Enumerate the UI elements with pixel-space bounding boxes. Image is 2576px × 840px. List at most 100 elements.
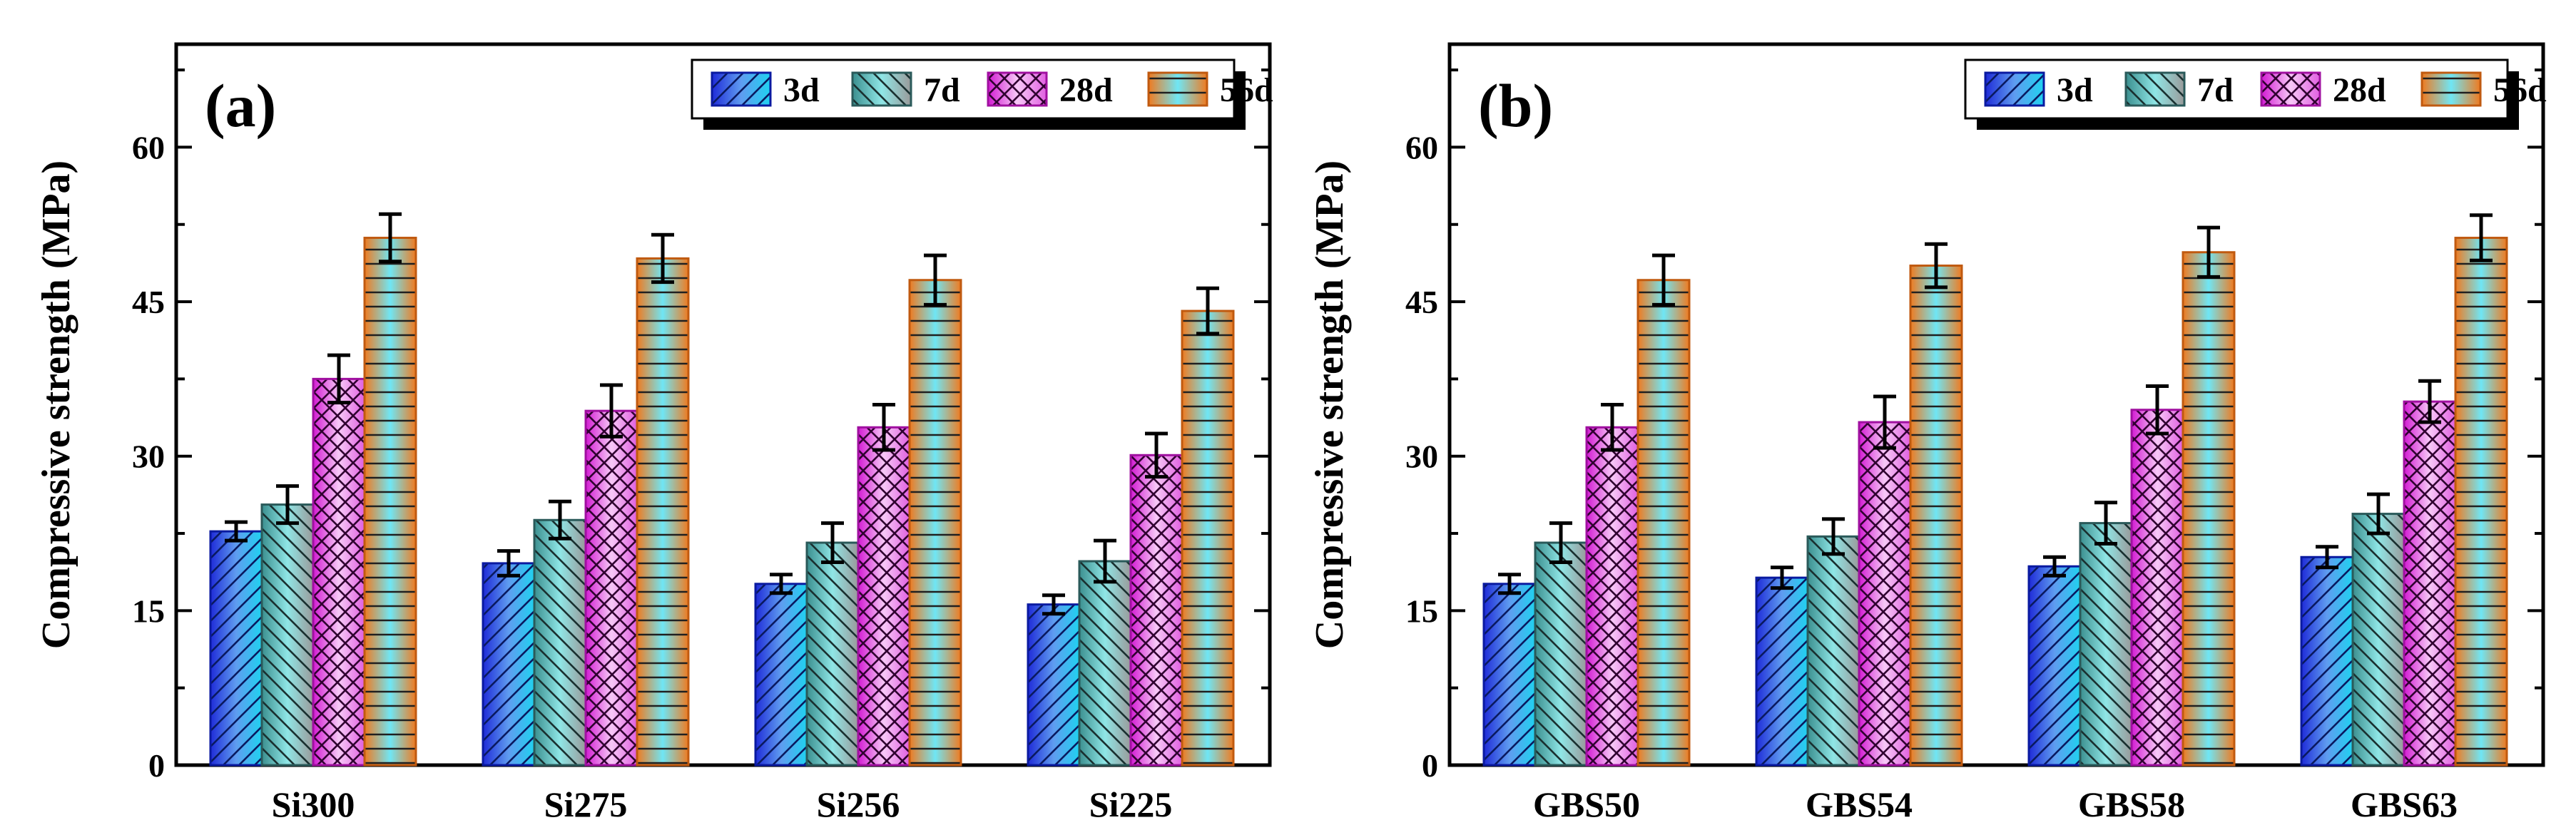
bar-hatch-3d-Si300 [209, 530, 263, 767]
y-tick-label: 30 [1405, 439, 1438, 475]
y-tick-label: 60 [132, 129, 165, 165]
bar-hatch-7d-Si300 [260, 503, 315, 767]
bar-hatch-56d-Si275 [636, 257, 690, 767]
y-tick-label: 15 [132, 593, 165, 629]
x-tick-label: GBS58 [2078, 784, 2185, 824]
x-tick-label: Si225 [1089, 784, 1173, 824]
bar-hatch-7d-Si275 [533, 518, 587, 767]
error-bar-28d-GBS50 [1601, 403, 1624, 452]
bar-hatch-7d-GBS50 [1534, 541, 1588, 767]
error-bar-7d-Si256 [821, 521, 844, 564]
error-bar-56d-Si275 [651, 232, 674, 285]
legend-item-28d: 28d [2260, 71, 2386, 109]
bar-hatch-7d-Si225 [1078, 560, 1132, 767]
error-bar-7d-GBS63 [2367, 492, 2390, 536]
error-bar-56d-Si225 [1196, 286, 1219, 336]
error-bar-56d-Si256 [924, 253, 947, 307]
x-tick-label: GBS50 [1533, 784, 1640, 824]
error-bar-7d-GBS54 [1822, 517, 1845, 556]
legend-item-7d: 7d [2124, 71, 2234, 109]
error-bar-28d-GBS58 [2146, 384, 2169, 436]
bar-hatch-3d-GBS58 [2027, 565, 2082, 767]
error-bar-3d-GBS54 [1771, 565, 1793, 590]
legend-label: 28d [1059, 71, 1113, 109]
bar-hatch-3d-Si225 [1027, 603, 1081, 767]
legend-box [691, 58, 1236, 120]
y-tick-label: 0 [1422, 747, 1438, 784]
x-tick-label: Si300 [272, 784, 355, 824]
bar-hatch-56d-GBS54 [1909, 265, 1963, 767]
bar-hatch-28d-GBS54 [1858, 421, 1912, 767]
panel-label: (b) [1478, 71, 1553, 140]
legend-label: 7d [924, 71, 960, 109]
legend-box [1964, 58, 2509, 120]
legend-label: 3d [2057, 71, 2093, 109]
bar-hatch-3d-Si275 [482, 562, 536, 767]
legend-label: 7d [2197, 71, 2234, 109]
error-bar-3d-GBS58 [2043, 555, 2066, 578]
error-bar-7d-Si225 [1094, 538, 1116, 584]
x-tick-label: Si275 [544, 784, 628, 824]
error-bar-7d-GBS50 [1549, 521, 1572, 564]
x-tick-label: Si256 [817, 784, 900, 824]
error-bar-3d-Si275 [497, 549, 520, 578]
bar-hatch-28d-Si275 [584, 409, 638, 767]
error-bar-56d-GBS50 [1652, 253, 1675, 307]
panel-label: (a) [205, 71, 276, 140]
error-bar-28d-GBS54 [1873, 394, 1896, 450]
error-bar-28d-Si275 [600, 383, 623, 439]
error-bar-7d-Si275 [549, 499, 571, 541]
error-bar-56d-GBS54 [1925, 242, 1948, 290]
legend-item-28d: 28d [987, 71, 1113, 109]
error-bar-3d-Si256 [770, 573, 793, 595]
bar-hatch-28d-Si256 [857, 426, 911, 767]
bar-hatch-28d-Si225 [1129, 454, 1183, 767]
error-bar-7d-Si300 [276, 484, 299, 526]
chart-panel-b: 0 15 30 45 60 Compressive strength (MPa) (b) GB… [1308, 42, 2547, 824]
error-bar-28d-Si225 [1145, 431, 1168, 479]
error-bar-3d-Si300 [225, 520, 248, 543]
bar-hatch-56d-Si225 [1181, 309, 1235, 767]
bar-hatch-28d-GBS63 [2403, 400, 2457, 767]
error-bar-7d-GBS58 [2094, 501, 2117, 546]
y-tick-label: 45 [132, 284, 165, 320]
x-tick-label: GBS54 [1806, 784, 1913, 824]
bar-hatch-7d-Si256 [805, 541, 860, 767]
bar-hatch-3d-Si256 [754, 583, 808, 767]
bar-hatch-28d-GBS50 [1585, 426, 1639, 767]
legend-item-3d: 3d [711, 71, 820, 109]
bar-hatch-3d-GBS50 [1482, 583, 1537, 767]
y-axis-label: Compressive strength (MPa) [1308, 160, 1352, 649]
legend-item-56d: 56d [1147, 71, 1273, 109]
error-bar-56d-GBS58 [2197, 225, 2220, 279]
legend-item-56d: 56d [2420, 71, 2547, 109]
legend-label: 3d [783, 71, 820, 109]
chart-panel-a: 0 15 30 45 60 Compressive strength (MPa) (a) Si… [34, 42, 1273, 824]
error-bar-3d-Si225 [1042, 593, 1065, 616]
bar-hatch-7d-GBS54 [1806, 535, 1860, 767]
bar-hatch-56d-Si256 [908, 279, 962, 767]
legend-label: 28d [2333, 71, 2386, 109]
bar-hatch-28d-GBS58 [2130, 409, 2184, 767]
y-tick-label: 15 [1405, 593, 1438, 629]
error-bar-3d-GBS63 [2316, 545, 2338, 570]
error-bar-56d-Si300 [379, 212, 402, 264]
error-bar-3d-GBS50 [1498, 573, 1521, 595]
legend-label: 56d [1220, 71, 1273, 109]
bar-hatch-7d-GBS63 [2351, 513, 2406, 767]
error-bar-28d-GBS63 [2418, 379, 2441, 424]
bar-hatch-28d-Si300 [312, 377, 366, 767]
bar-hatch-7d-GBS58 [2079, 522, 2133, 767]
bar-hatch-3d-GBS54 [1755, 576, 1809, 767]
bar-hatch-3d-GBS63 [2300, 555, 2354, 767]
error-bar-28d-Si256 [872, 403, 895, 452]
error-bar-28d-Si300 [327, 353, 350, 405]
y-tick-label: 45 [1405, 284, 1438, 320]
y-tick-label: 30 [132, 439, 165, 475]
y-tick-label: 0 [148, 747, 165, 784]
bar-hatch-56d-GBS58 [2182, 251, 2236, 767]
y-tick-label: 60 [1405, 129, 1438, 165]
legend-item-7d: 7d [851, 71, 960, 109]
